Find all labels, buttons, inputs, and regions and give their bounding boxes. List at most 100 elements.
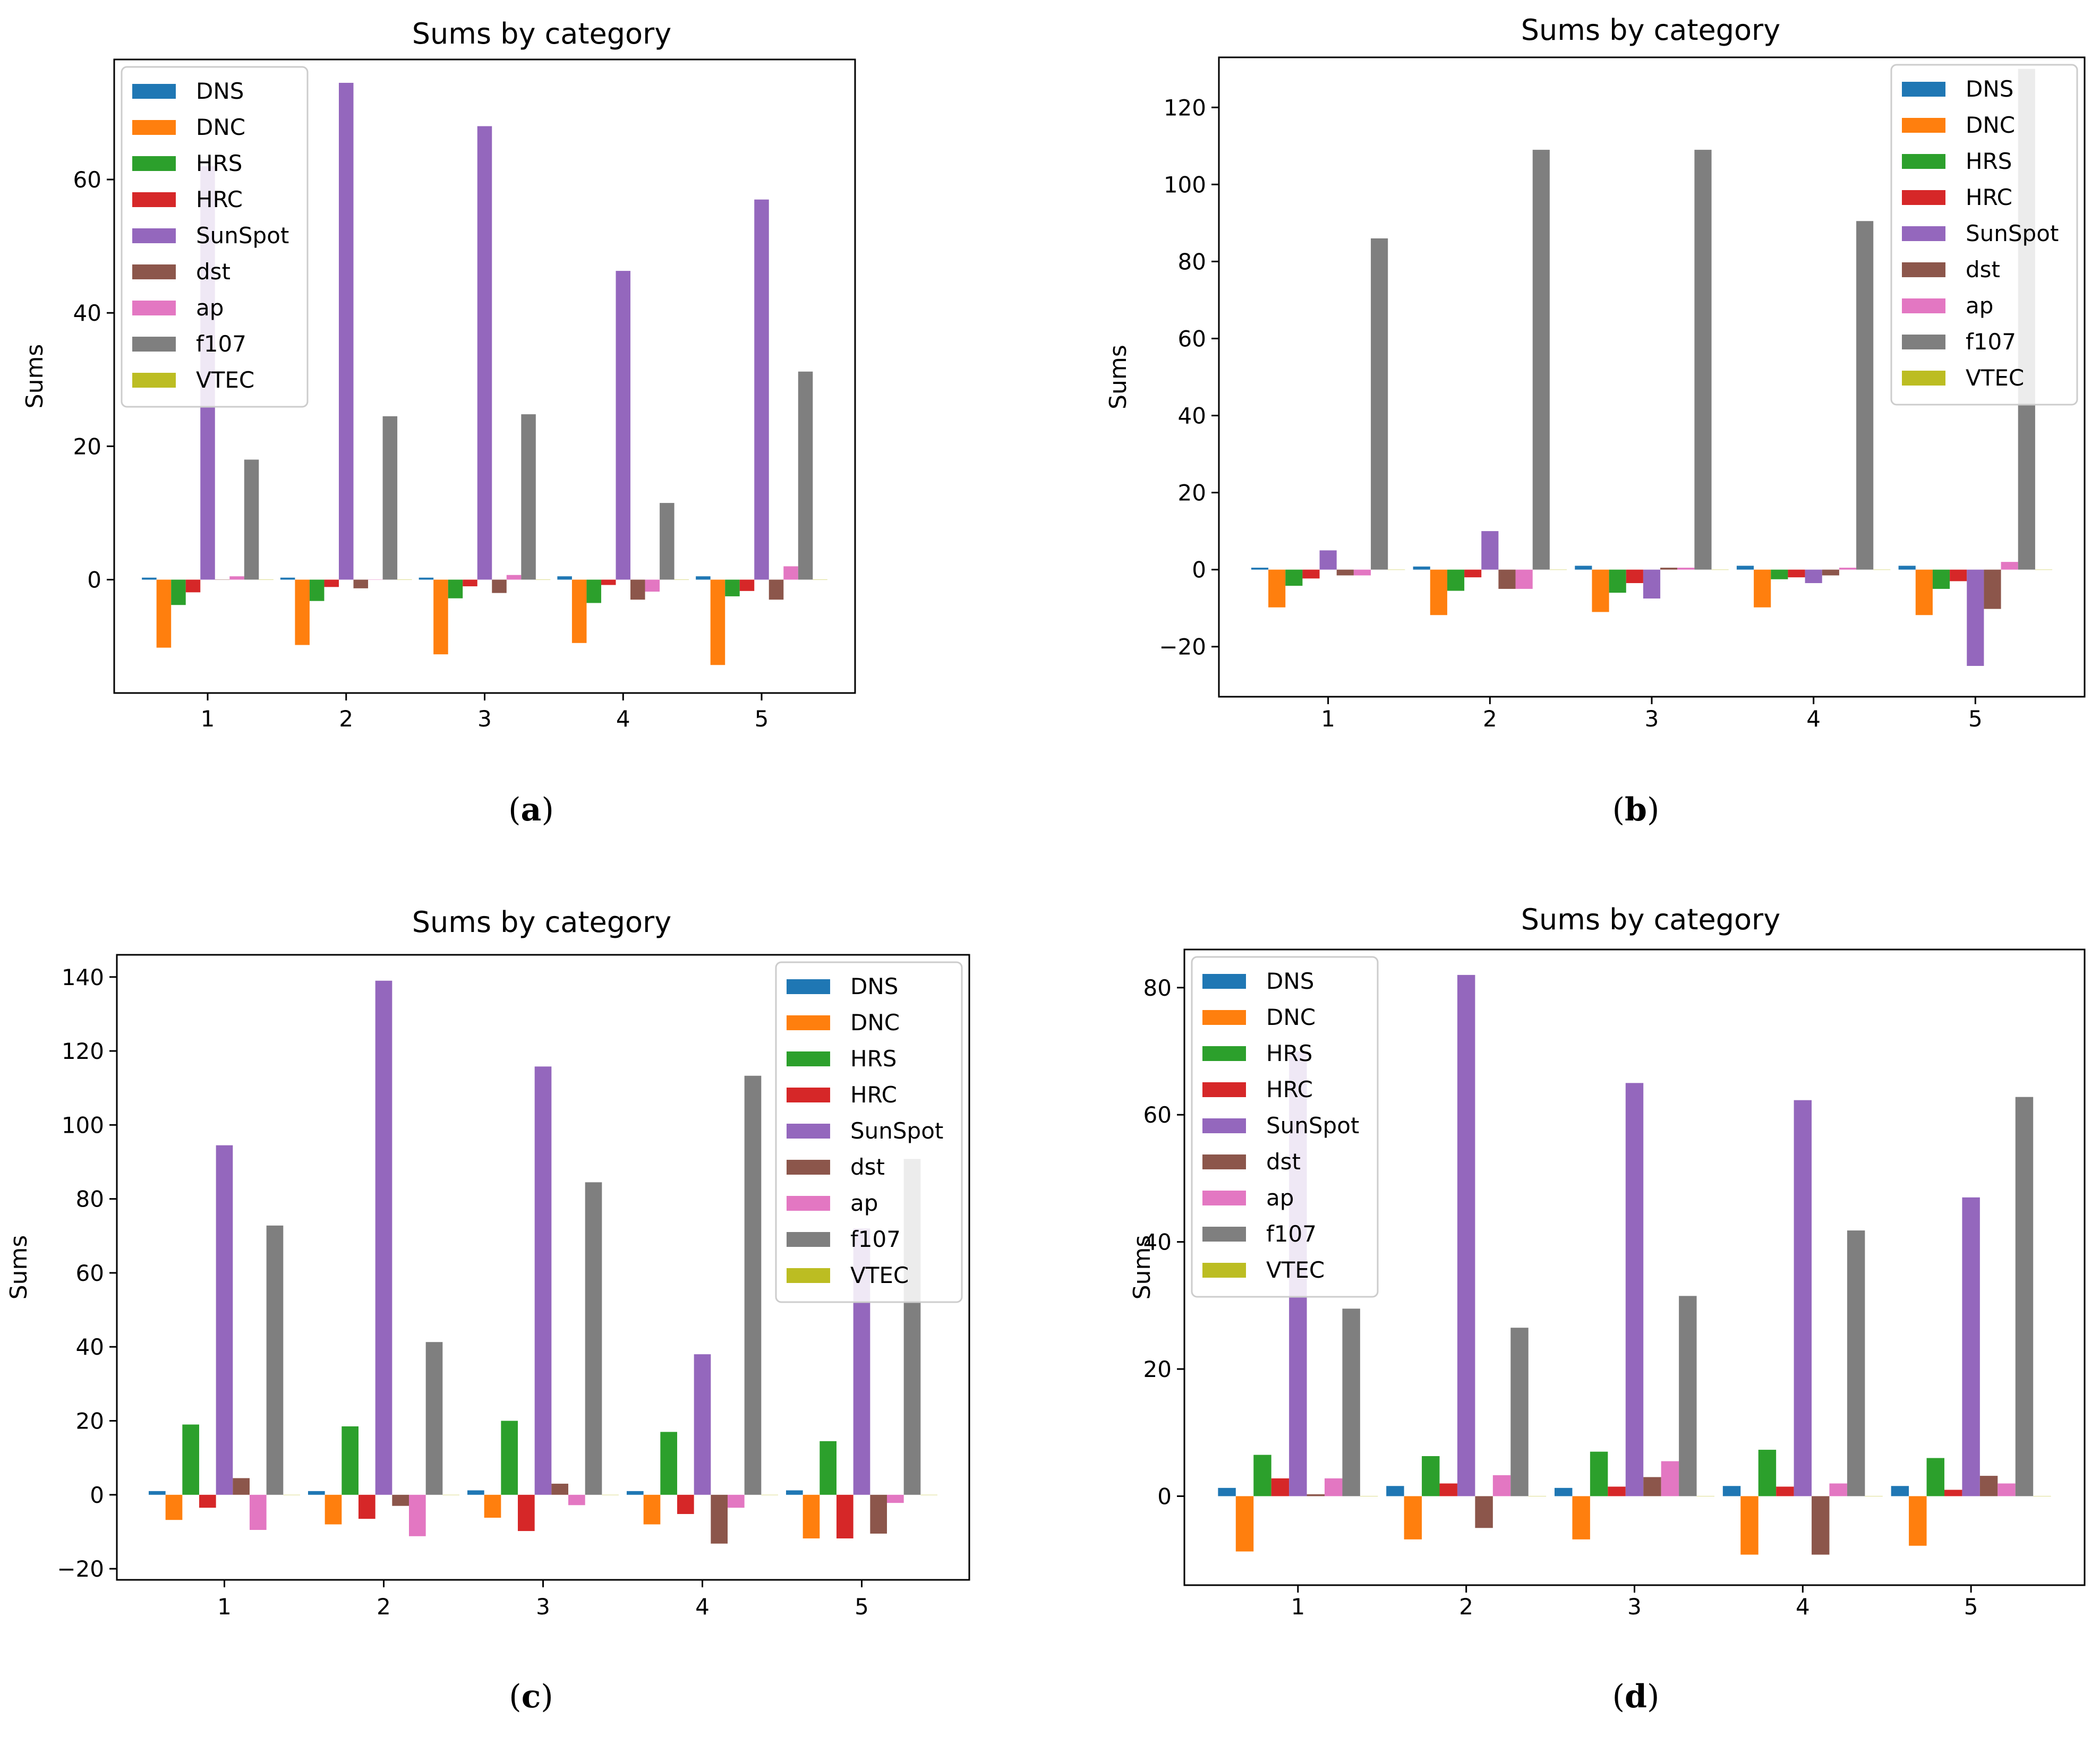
bar-dnc-2	[1430, 569, 1447, 615]
bar-dnc-4	[571, 579, 587, 643]
chart-panel-d: Sums by category Sums 0 20 40 60 80 1 2 3 4 5 DNS DNC…	[1129, 903, 2086, 1715]
bar-ap-1	[229, 576, 244, 580]
legend-swatch	[1202, 1046, 1246, 1061]
bar-dns-5	[786, 1490, 803, 1495]
bar-hrc-2	[1464, 569, 1482, 578]
bar-sunspot-4	[616, 271, 631, 580]
bar-hrs-1	[171, 579, 186, 605]
x-tick-label: 2	[339, 706, 353, 732]
bar-sunspot-2	[338, 82, 354, 580]
panels: Sums by category Sums 0 20 40 60 1 2 3 4 5 DNSDNCHR…	[5, 13, 2086, 1715]
legend-swatch	[132, 264, 176, 279]
bar-hrs-5	[1932, 569, 1950, 589]
legend-swatch	[1202, 974, 1246, 989]
bar-hrs-3	[1609, 569, 1626, 593]
bar-dnc-3	[433, 579, 448, 655]
bar-dnc-3	[1592, 569, 1609, 612]
legend-swatch	[1902, 118, 1945, 133]
x-tick-label: 4	[695, 1594, 710, 1620]
bar-dnc-4	[643, 1494, 661, 1525]
legend-entry: HRC	[1266, 1076, 1313, 1102]
legend-entry: HRS	[1266, 1040, 1312, 1066]
y-tick-label: 60	[1178, 326, 1206, 352]
bar-dns-1	[1251, 568, 1269, 570]
bar-ap-4	[1829, 1483, 1847, 1496]
legend-swatch	[1202, 1191, 1246, 1205]
legend-entry: HRC	[196, 186, 243, 212]
bar-hrs-2	[342, 1426, 358, 1495]
bar-sunspot-5	[1962, 1197, 1980, 1496]
legend-entry: HRC	[1966, 184, 2012, 210]
x-tick-label: 1	[217, 1594, 232, 1620]
bar-dns-5	[1898, 566, 1916, 570]
legend-entry: f107	[1266, 1221, 1317, 1247]
bar-dst-3	[551, 1483, 568, 1495]
y-tick-label: 0	[1192, 557, 1206, 583]
bar-hrs-5	[725, 579, 740, 596]
y-tick-label: 80	[1143, 975, 1172, 1001]
bar-sunspot-3	[1643, 569, 1661, 599]
bar-dst-1	[1307, 1494, 1325, 1496]
bar-sunspot-3	[1625, 1083, 1644, 1496]
panel-caption: (a)	[508, 791, 554, 828]
legend-entry: ap	[1266, 1185, 1294, 1211]
legend-entry: SunSpot	[196, 223, 289, 249]
legend-swatch	[787, 1268, 830, 1283]
bar-dnc-2	[295, 579, 310, 645]
bar-ap-4	[645, 579, 660, 592]
bar-f107-4	[744, 1075, 762, 1495]
legend-swatch	[1202, 1227, 1246, 1242]
legend-swatch	[1202, 1154, 1246, 1169]
bar-dns-2	[308, 1491, 325, 1495]
x-tick-label: 1	[1291, 1594, 1305, 1620]
legend-entry: dst	[1266, 1149, 1301, 1175]
bar-ap-1	[1353, 569, 1371, 576]
bar-sunspot-4	[694, 1354, 711, 1495]
legend: DNS DNC HRS HRC SunSpot dst ap f107 VTEC	[1191, 956, 1379, 1298]
bar-dst-4	[1812, 1496, 1830, 1555]
legend-swatch	[1902, 190, 1945, 205]
x-tick-label: 5	[1964, 1594, 1978, 1620]
bar-hrs-5	[1926, 1458, 1944, 1496]
bar-ap-3	[1677, 568, 1695, 570]
y-tick-label: 40	[73, 300, 101, 326]
legend-entry: HRC	[850, 1082, 897, 1108]
bar-ap-3	[1661, 1461, 1679, 1496]
bar-ap-4	[1839, 568, 1857, 570]
bar-hrs-4	[1771, 569, 1788, 579]
legend-entry: ap	[850, 1190, 878, 1216]
legend-swatch	[787, 1051, 830, 1066]
legend-swatch	[1902, 154, 1945, 169]
panel-caption: (b)	[1612, 791, 1660, 828]
legend-entry: DNS	[1966, 76, 2013, 102]
bar-dns-3	[467, 1490, 484, 1495]
bar-dst-1	[1336, 569, 1354, 576]
bar-hrc-1	[1271, 1478, 1290, 1496]
bar-dnc-1	[165, 1494, 183, 1520]
bar-dns-5	[1891, 1486, 1909, 1496]
y-axis-label: Sums	[21, 344, 48, 409]
legend-entry: ap	[1966, 293, 1993, 319]
x-tick-label: 1	[1321, 706, 1335, 732]
x-tick-label: 3	[477, 706, 492, 732]
bar-dnc-1	[156, 579, 172, 648]
legend-swatch	[132, 337, 176, 352]
legend-entry: f107	[1966, 329, 2016, 355]
y-tick-label: 20	[1143, 1356, 1172, 1382]
chart-title: Sums by category	[1521, 903, 1780, 936]
y-tick-label: 0	[1157, 1483, 1172, 1509]
bar-hrs-2	[1447, 569, 1465, 591]
bar-hrc-4	[1788, 569, 1805, 578]
bar-sunspot-4	[1805, 569, 1822, 584]
bar-f107-3	[1694, 150, 1712, 570]
legend-swatch	[787, 1124, 830, 1139]
bar-ap-5	[1997, 1483, 2016, 1496]
legend: DNS DNC HRS HRC SunSpot dst ap f107 VTEC	[775, 961, 963, 1303]
legend-swatch	[1202, 1118, 1246, 1133]
x-tick-label: 3	[1645, 706, 1659, 732]
legend-entry: f107	[196, 331, 246, 357]
bar-dns-2	[1413, 566, 1430, 570]
bar-ap-3	[506, 575, 522, 580]
bar-f107-4	[660, 503, 675, 580]
